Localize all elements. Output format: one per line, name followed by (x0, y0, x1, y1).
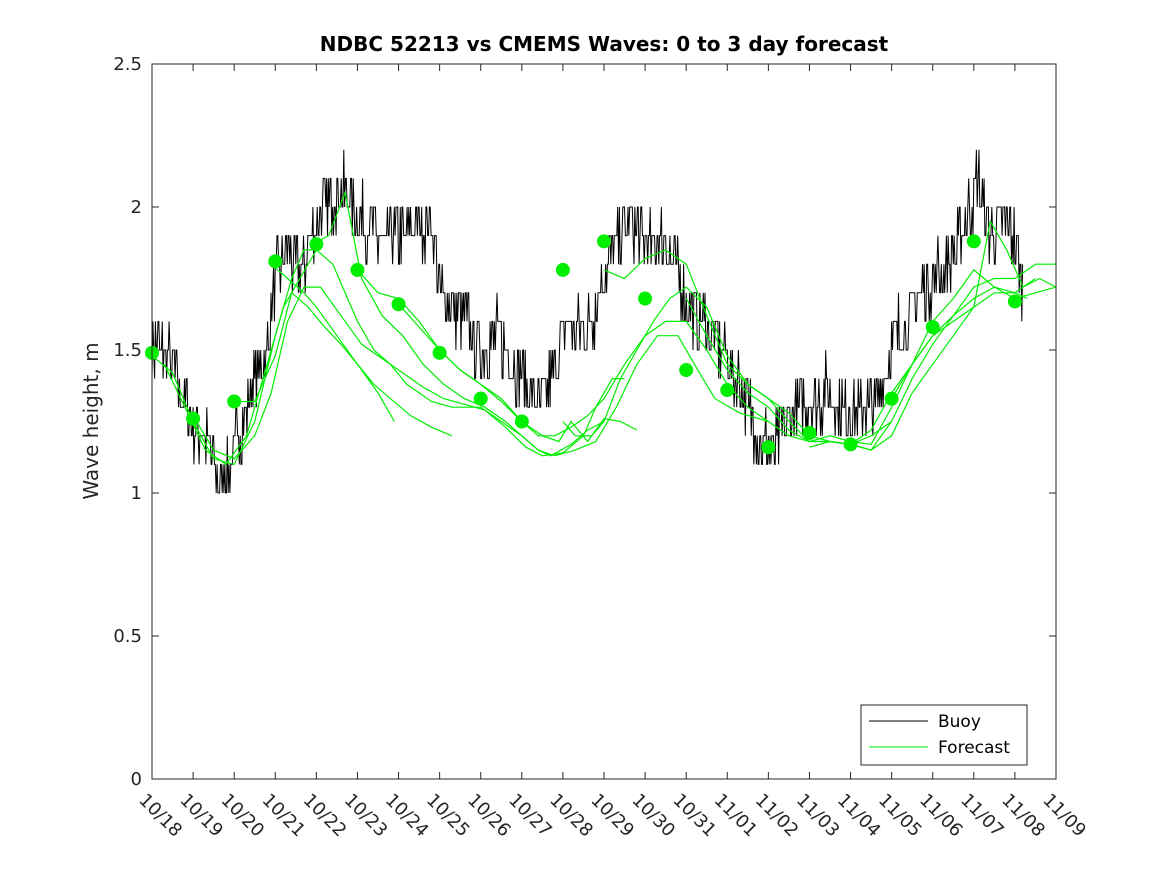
marker-layer (145, 234, 1022, 455)
y-tick-label: 1 (131, 483, 142, 504)
legend-buoy-label: Buoy (938, 712, 981, 732)
y-tick-label: 0.5 (113, 626, 142, 647)
forecast-marker (350, 262, 365, 277)
forecast-marker (925, 320, 940, 335)
forecast-marker (473, 391, 488, 406)
y-axis-ticks: 0 0.5 1 1.5 2 2.5 (113, 54, 1056, 790)
forecast-marker (720, 383, 735, 398)
forecast-marker (555, 262, 570, 277)
forecast-marker (761, 440, 776, 455)
forecast-marker (391, 297, 406, 312)
forecast-marker (966, 234, 981, 249)
forecast-series-line (151, 249, 321, 466)
forecast-marker (638, 291, 653, 306)
y-tick-label: 2.5 (113, 54, 142, 75)
y-tick-label: 0 (131, 769, 142, 790)
y-axis-label: Wave height, m (79, 342, 103, 499)
legend-box (860, 704, 1028, 766)
forecast-marker (679, 363, 694, 378)
plot-frame (151, 63, 1057, 780)
forecast-marker (432, 345, 447, 360)
forecast-marker (884, 391, 899, 406)
forecast-series-line (891, 286, 1028, 399)
forecast-marker (227, 394, 242, 409)
y-tick-label: 2 (131, 197, 142, 218)
forecast-marker (186, 411, 201, 426)
forecast-marker (514, 414, 529, 429)
legend: Buoy Forecast (860, 704, 1028, 766)
forecast-marker (802, 425, 817, 440)
forecast-series-line (234, 291, 453, 437)
forecast-series-line (270, 263, 395, 422)
forecast-marker (843, 437, 858, 452)
chart-title: NDBC 52213 vs CMEMS Waves: 0 to 3 day fo… (320, 32, 889, 56)
forecast-marker (309, 237, 324, 252)
forecast-marker (597, 234, 611, 249)
forecast-marker (268, 254, 283, 269)
buoy-series-line (151, 149, 1024, 494)
forecast-marker (1007, 294, 1022, 309)
forecast-series-line (192, 286, 625, 460)
forecast-series-line (312, 190, 769, 457)
forecast-series-line (562, 278, 1036, 446)
y-tick-label: 1.5 (113, 340, 142, 361)
legend-forecast-label: Forecast (938, 738, 1010, 758)
